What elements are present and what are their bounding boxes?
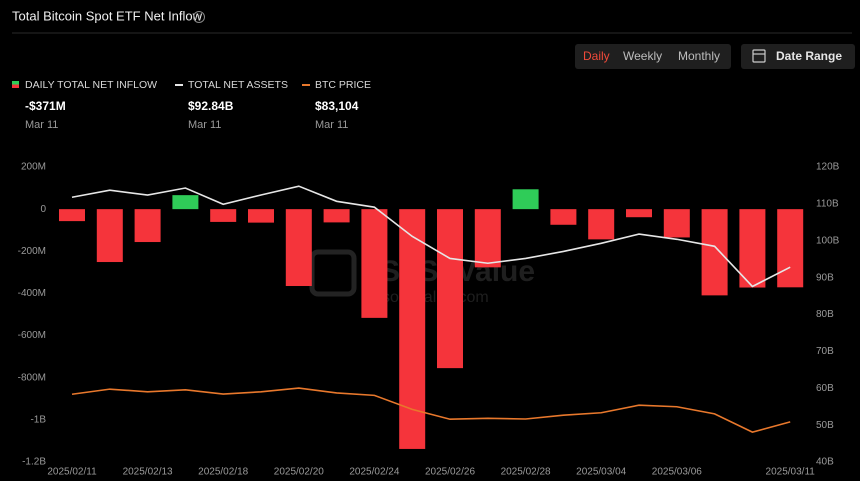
bar <box>701 209 728 296</box>
legend-swatch-negative <box>12 84 19 88</box>
readout-date: Mar 11 <box>188 119 221 131</box>
interval-button[interactable]: Daily <box>583 49 610 63</box>
x-tick-label: 2025/03/11 <box>766 467 816 478</box>
y2-tick-label: 50B <box>816 420 834 431</box>
line-series <box>71 387 791 433</box>
y-tick-label: -400M <box>18 288 46 299</box>
date-range-label[interactable]: Date Range <box>776 49 842 63</box>
legend-label[interactable]: DAILY TOTAL NET INFLOW <box>25 79 157 91</box>
x-tick-label: 2025/03/06 <box>652 467 702 478</box>
x-tick-label: 2025/02/18 <box>198 467 248 478</box>
watermark-logo <box>309 249 357 297</box>
y-tick-label: 200M <box>21 162 46 173</box>
readout-value: -$371M <box>25 99 66 113</box>
calendar-icon <box>752 49 766 63</box>
y-tick-label: -600M <box>18 330 46 341</box>
interval-switch <box>575 44 731 69</box>
chart-title: Total Bitcoin Spot ETF Net Inflow <box>12 8 203 23</box>
x-tick-label: 2025/02/28 <box>501 467 551 478</box>
y2-tick-label: 100B <box>816 235 840 246</box>
bar <box>248 209 274 223</box>
interval-button[interactable]: Weekly <box>623 49 662 63</box>
y-tick-label: 0 <box>40 204 46 215</box>
x-tick-label: 2025/02/24 <box>349 467 399 478</box>
legend-label[interactable]: TOTAL NET ASSETS <box>188 79 288 91</box>
legend-label[interactable]: BTC PRICE <box>315 79 371 91</box>
readout-value: $83,104 <box>315 99 359 113</box>
bar <box>59 209 85 222</box>
interval-button[interactable]: Monthly <box>678 49 720 63</box>
y2-tick-label: 80B <box>816 309 834 320</box>
bar <box>474 209 501 268</box>
y2-tick-label: 60B <box>816 383 834 394</box>
y-tick-label: -1B <box>30 414 46 425</box>
bar <box>361 209 388 318</box>
bar <box>210 209 237 222</box>
y2-tick-label: 40B <box>816 457 834 468</box>
bar <box>777 209 804 288</box>
date-range-button[interactable] <box>741 44 855 69</box>
bar <box>134 209 161 243</box>
bar <box>739 209 766 288</box>
bar <box>663 209 690 238</box>
y2-tick-label: 120B <box>816 162 840 173</box>
line-series <box>71 185 791 288</box>
bar <box>588 209 615 240</box>
bar <box>550 209 577 225</box>
y-tick-label: -1.2B <box>22 457 46 468</box>
bar <box>285 209 312 287</box>
bar <box>96 209 123 263</box>
info-icon[interactable] <box>193 11 205 23</box>
y2-tick-label: 70B <box>816 346 834 357</box>
bar <box>399 209 426 449</box>
x-tick-label: 2025/02/26 <box>425 467 475 478</box>
legend-swatch-positive <box>12 81 19 85</box>
x-tick-label: 2025/02/20 <box>274 467 324 478</box>
info-icon-glyph: i <box>198 13 200 22</box>
y2-tick-label: 110B <box>816 199 839 210</box>
x-tick-label: 2025/03/04 <box>576 467 626 478</box>
bar <box>437 209 463 369</box>
readout-value: $92.84B <box>188 99 234 113</box>
y2-tick-label: 90B <box>816 272 834 283</box>
bar <box>626 209 652 218</box>
y-tick-label: -200M <box>18 246 46 257</box>
readout-date: Mar 11 <box>315 119 348 131</box>
bar <box>323 209 350 223</box>
readout-date: Mar 11 <box>25 119 58 131</box>
y-tick-label: -800M <box>18 372 46 383</box>
bar <box>172 195 199 210</box>
watermark-site: sosovalue.com <box>382 289 489 306</box>
x-tick-label: 2025/02/13 <box>123 467 173 478</box>
bar <box>512 189 539 210</box>
x-tick-label: 2025/02/11 <box>47 467 97 478</box>
